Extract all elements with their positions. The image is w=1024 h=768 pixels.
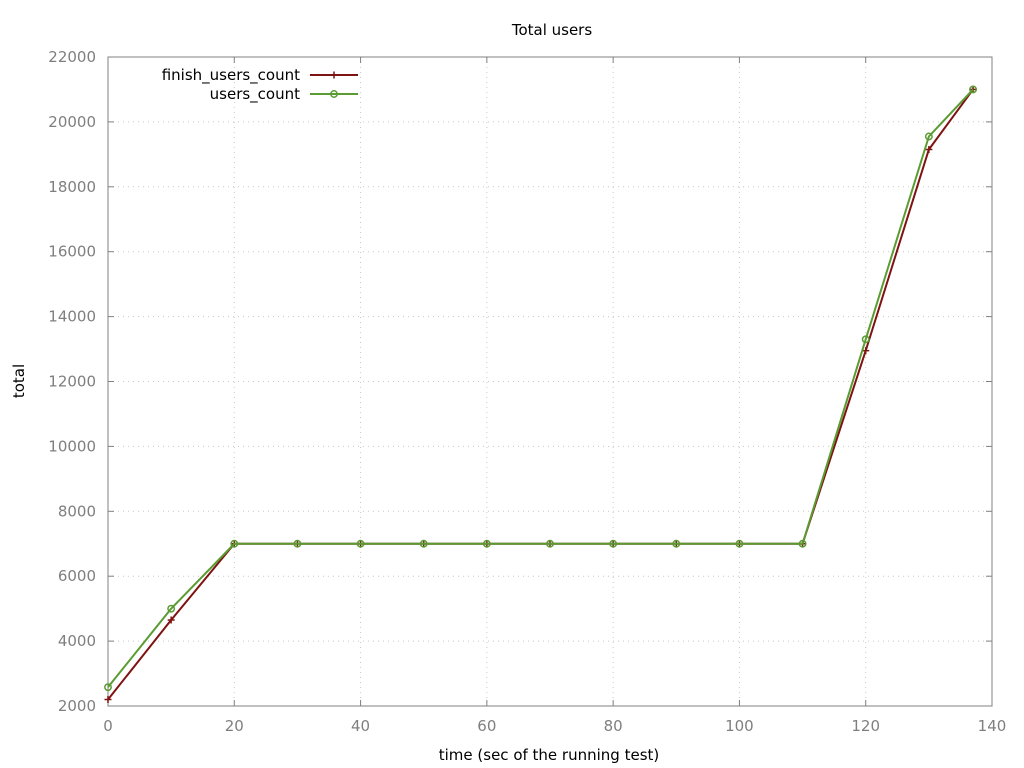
x-tick-label: 100 (725, 717, 754, 735)
axes: 0 20 40 60 80 100 120 140 2000 4000 6000 8000 10000 1… (48, 48, 1006, 735)
data-point-finish_users_count (862, 347, 870, 355)
data-point-users_count (356, 539, 365, 548)
data-point-users_count (546, 539, 554, 548)
data-point-users_count (230, 539, 239, 548)
grid (107, 56, 993, 707)
y-tick-label: 14000 (48, 308, 96, 326)
y-tick-label: 2000 (58, 697, 96, 715)
data-point-finish_users_count (167, 616, 175, 624)
y-tick-label: 16000 (48, 243, 96, 261)
x-tick-label: 40 (351, 717, 370, 735)
y-tick-label: 4000 (58, 632, 96, 650)
legend-label-finish_users_count: finish_users_count (162, 66, 300, 85)
series-line-finish_users_count (107, 88, 974, 701)
chart-title: Total users (511, 21, 593, 39)
data-point-users_count (609, 539, 618, 548)
legend-marker-users_count (330, 90, 338, 98)
data-point-users_count (104, 683, 112, 692)
data-point-users_count (924, 132, 933, 141)
x-tick-label: 60 (477, 717, 496, 735)
data-point-users_count (969, 85, 978, 94)
y-tick-label: 12000 (48, 373, 96, 391)
data-point-users_count (419, 539, 428, 548)
x-tick-label: 20 (225, 717, 244, 735)
x-tick-label: 0 (103, 717, 113, 735)
data-point-users_count (672, 539, 681, 548)
legend-marker-finish_users_count (330, 71, 338, 79)
x-tick-label: 140 (978, 717, 1007, 735)
series-line-users_count (107, 88, 974, 688)
y-tick-label: 20000 (48, 113, 96, 131)
x-axis-title: time (sec of the running test) (439, 746, 660, 764)
x-tick-label: 80 (604, 717, 623, 735)
y-tick-label: 22000 (48, 48, 96, 66)
data-point-users_count (798, 539, 807, 548)
series-users_count (104, 85, 978, 692)
data-point-finish_users_count (925, 145, 933, 153)
y-axis-title: total (10, 364, 28, 398)
y-tick-label: 10000 (48, 437, 96, 455)
plot-frame (107, 56, 993, 707)
data-point-users_count (482, 539, 491, 548)
data-point-finish_users_count (104, 696, 112, 704)
y-tick-label: 8000 (58, 502, 96, 520)
y-tick-label: 18000 (48, 178, 96, 196)
data-point-users_count (735, 539, 744, 548)
legend-label-users_count: users_count (210, 85, 300, 104)
data-point-users_count (861, 335, 870, 344)
y-tick-label: 6000 (58, 567, 96, 585)
series-finish_users_count (104, 85, 977, 704)
data-point-users_count (293, 539, 302, 548)
data-point-users_count (167, 604, 176, 613)
series-layer (104, 85, 978, 704)
x-tick-label: 120 (851, 717, 880, 735)
